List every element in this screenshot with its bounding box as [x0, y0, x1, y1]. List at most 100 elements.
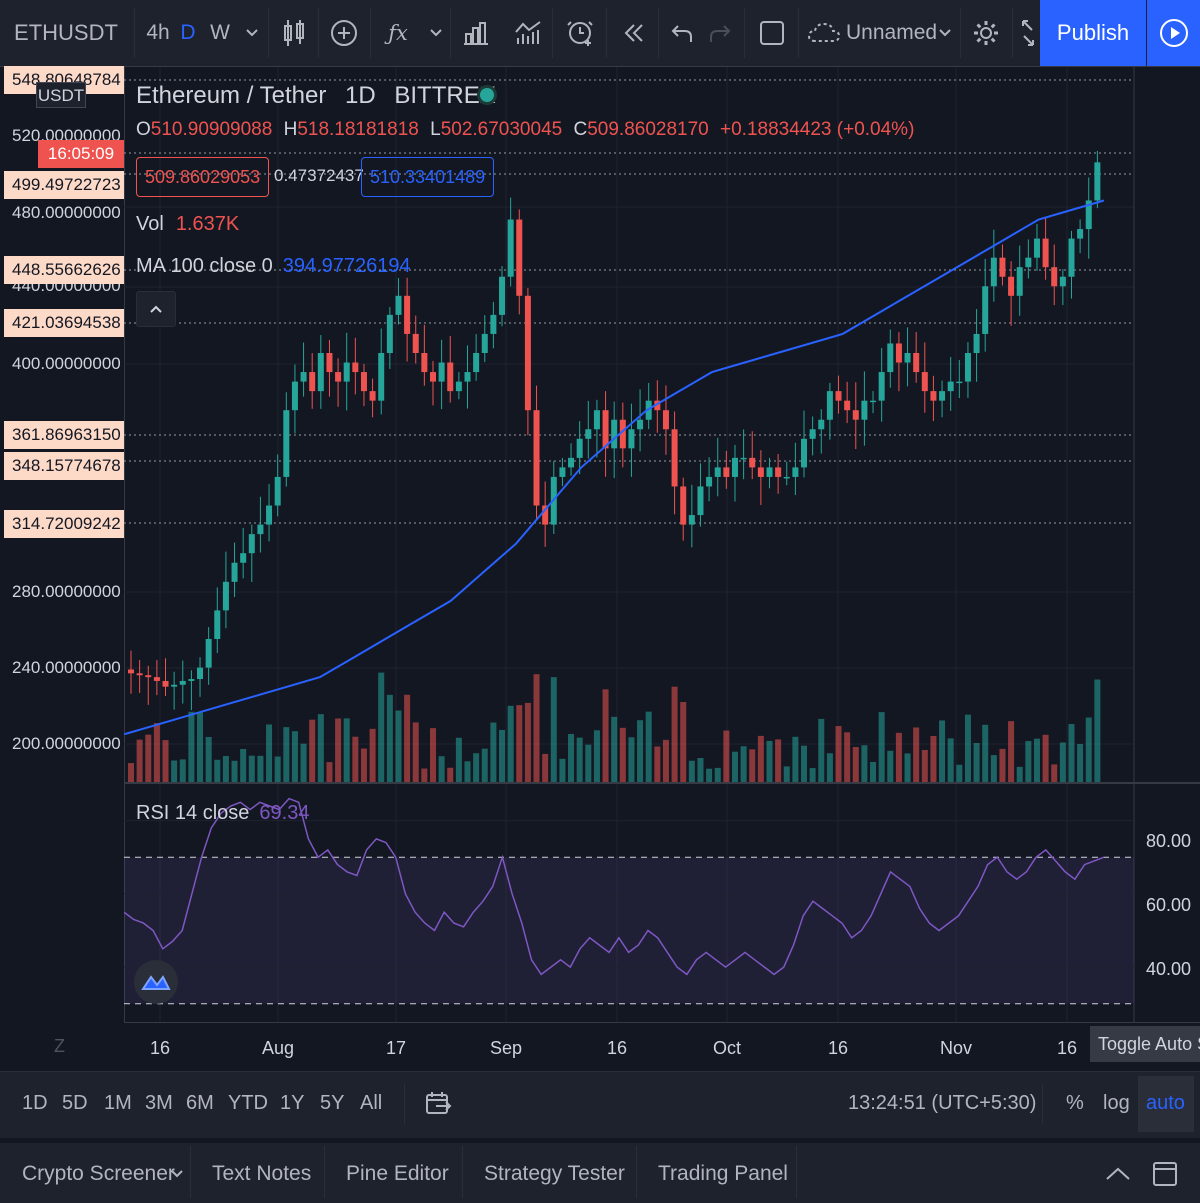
undo-icon[interactable]: [666, 0, 698, 66]
replay-icon[interactable]: [616, 0, 652, 66]
maximize-panel-icon[interactable]: [1152, 1160, 1178, 1193]
ma-legend: MA 100 close 0 394.97726194: [136, 255, 411, 277]
pair-name: Ethereum / Tether: [136, 82, 327, 109]
range-1y[interactable]: 1Y: [280, 1092, 305, 1114]
range-3m[interactable]: 3M: [145, 1092, 173, 1114]
chevron-up-icon[interactable]: [1104, 1166, 1132, 1187]
candle-body: [818, 419, 825, 430]
divider: [1042, 1084, 1043, 1124]
candle-body: [637, 419, 644, 430]
candle-body: [1059, 276, 1066, 287]
candle-body: [999, 257, 1006, 277]
candle-body: [404, 295, 411, 334]
tab-text-notes[interactable]: Text Notes: [212, 1162, 312, 1185]
tab-crypto-screener[interactable]: Crypto Screener: [22, 1162, 175, 1185]
publish-button[interactable]: Publish: [1040, 0, 1146, 66]
candle-body: [352, 362, 359, 373]
volume-bar: [542, 753, 549, 782]
volume-bar: [473, 753, 480, 782]
chevron-down-icon[interactable]: [170, 1166, 184, 1184]
time-axis[interactable]: [124, 1022, 1200, 1071]
divider: [744, 8, 745, 58]
volume-bar: [913, 727, 920, 782]
market-status-icon[interactable]: [480, 88, 494, 102]
tab-trading-panel[interactable]: Trading Panel: [658, 1162, 788, 1185]
candle-body: [171, 684, 178, 687]
divider: [658, 8, 659, 58]
candle-body: [429, 372, 436, 382]
volume-bar: [524, 702, 531, 782]
price-line-label: 348.15774678: [4, 452, 124, 480]
interval-4h[interactable]: 4h: [146, 21, 170, 44]
candle-body: [266, 505, 273, 525]
volume-bar: [757, 735, 764, 782]
price-axis[interactable]: [0, 67, 125, 1071]
sell-button[interactable]: 509.86029053: [136, 157, 270, 197]
zoom-reset-label[interactable]: Z: [54, 1036, 65, 1056]
range-1d[interactable]: 1D: [22, 1092, 48, 1114]
gear-icon[interactable]: [966, 0, 1006, 66]
candle-body: [895, 343, 902, 363]
templates-icon[interactable]: [510, 0, 546, 66]
rsi-band: [124, 857, 1134, 1004]
fullscreen-square-icon[interactable]: [754, 0, 790, 66]
tradingview-logo-icon[interactable]: [134, 960, 178, 1004]
volume-bar: [714, 767, 721, 782]
layout-dropdown-icon[interactable]: [934, 0, 956, 66]
layout-name[interactable]: Unnamed: [846, 21, 938, 44]
indicators-fx-icon[interactable]: ƒx: [388, 21, 408, 45]
candle-body: [913, 353, 920, 373]
volume-bar: [887, 750, 894, 782]
financials-icon[interactable]: [458, 0, 494, 66]
volume-bar: [1042, 734, 1049, 782]
play-icon[interactable]: [1147, 0, 1200, 66]
candle-body: [447, 362, 454, 392]
percent-toggle[interactable]: %: [1066, 1092, 1084, 1114]
expand-arrows-icon[interactable]: [1016, 0, 1040, 66]
indicators-dropdown-icon[interactable]: [424, 0, 448, 66]
alert-icon[interactable]: [562, 0, 600, 66]
candle-body: [455, 381, 462, 392]
tab-pine-editor[interactable]: Pine Editor: [346, 1162, 449, 1185]
time-label: Oct: [712, 1038, 742, 1058]
auto-scale-toggle[interactable]: [1138, 1076, 1194, 1132]
interval-w[interactable]: W: [210, 21, 230, 44]
candle-body: [214, 610, 221, 639]
goto-date-icon[interactable]: [424, 1090, 452, 1123]
price-chart[interactable]: [124, 67, 1200, 1022]
redo-icon[interactable]: [704, 0, 736, 66]
range-ytd[interactable]: YTD: [228, 1092, 268, 1114]
range-1m[interactable]: 1M: [104, 1092, 132, 1114]
auto-toggle-label[interactable]: auto: [1146, 1092, 1185, 1114]
volume-bar: [1059, 742, 1066, 782]
candle-body: [231, 562, 238, 582]
log-toggle[interactable]: log: [1103, 1092, 1130, 1114]
candle-body: [1008, 276, 1015, 296]
compare-plus-icon[interactable]: [326, 0, 362, 66]
candle-body: [291, 381, 298, 411]
candle-body: [473, 353, 480, 373]
range-5y[interactable]: 5Y: [320, 1092, 345, 1114]
cloud-icon[interactable]: [806, 0, 842, 66]
symbol-search[interactable]: ETHUSDT: [14, 20, 118, 45]
interval-d[interactable]: D: [180, 21, 196, 44]
candles-type-icon[interactable]: [276, 0, 312, 66]
interval-dropdown-icon[interactable]: [240, 0, 264, 66]
range-6m[interactable]: 6M: [186, 1092, 214, 1114]
range-5d[interactable]: 5D: [62, 1092, 88, 1114]
volume-bar: [671, 686, 678, 782]
candle-body: [300, 372, 307, 382]
range-all[interactable]: All: [360, 1092, 383, 1114]
price-line-label: 421.03694538: [4, 309, 124, 337]
clock-timezone[interactable]: 13:24:51 (UTC+5:30): [848, 1092, 1037, 1114]
candle-body: [335, 372, 342, 382]
candle-body: [136, 673, 143, 676]
volume-bar: [930, 735, 937, 782]
collapse-legend-button[interactable]: [136, 291, 176, 327]
candle-body: [128, 669, 134, 674]
tab-strategy-tester[interactable]: Strategy Tester: [484, 1162, 625, 1185]
ohlc-row: O510.90909088 H518.18181818 L502.6703004…: [136, 119, 915, 140]
buy-button[interactable]: 510.33401489: [361, 157, 495, 197]
volume-bar: [749, 749, 756, 782]
currency-badge[interactable]: USDT: [36, 82, 86, 108]
